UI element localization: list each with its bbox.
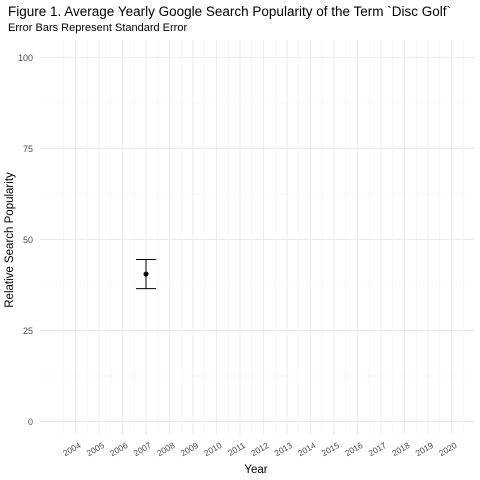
chart-title: Figure 1. Average Yearly Google Search P… [8,4,451,19]
y-axis-label: Relative Search Popularity [4,172,16,308]
chart-subtitle: Error Bars Represent Standard Error [8,22,188,34]
data-point [143,271,149,277]
x-tick-label: 2014 [296,440,318,458]
x-tick-label: 2016 [343,440,365,458]
x-tick-label: 2019 [414,440,436,458]
y-tick-label: 75 [23,144,33,154]
grid-lines [40,40,474,434]
x-tick-label: 2013 [273,440,295,458]
y-tick-label: 25 [23,326,33,336]
x-tick-label: 2007 [132,440,154,458]
y-tick-label: 0 [28,417,33,427]
y-tick-label: 100 [18,53,33,63]
x-tick-label: 2012 [249,440,271,458]
y-tick-label: 50 [23,235,33,245]
x-tick-label: 2020 [437,440,459,458]
x-tick-label: 2011 [226,440,247,458]
y-tick-labels: 0 25 50 75 100 [18,53,33,427]
x-tick-label: 2008 [155,440,177,458]
x-tick-label: 2006 [108,440,130,458]
x-tick-label: 2017 [367,440,389,458]
x-tick-label: 2015 [320,440,342,458]
x-tick-label: 2010 [202,440,224,458]
x-tick-label: 2005 [85,440,107,458]
data-marks [136,259,156,290]
x-tick-label: 2004 [61,440,83,458]
x-axis-label: Year [244,464,267,476]
x-tick-label: 2009 [179,440,201,458]
x-tick-labels: 2004 2005 2006 2007 2008 2009 2010 2011 2012 2013… [61,440,459,458]
x-tick-label: 2018 [390,440,412,458]
